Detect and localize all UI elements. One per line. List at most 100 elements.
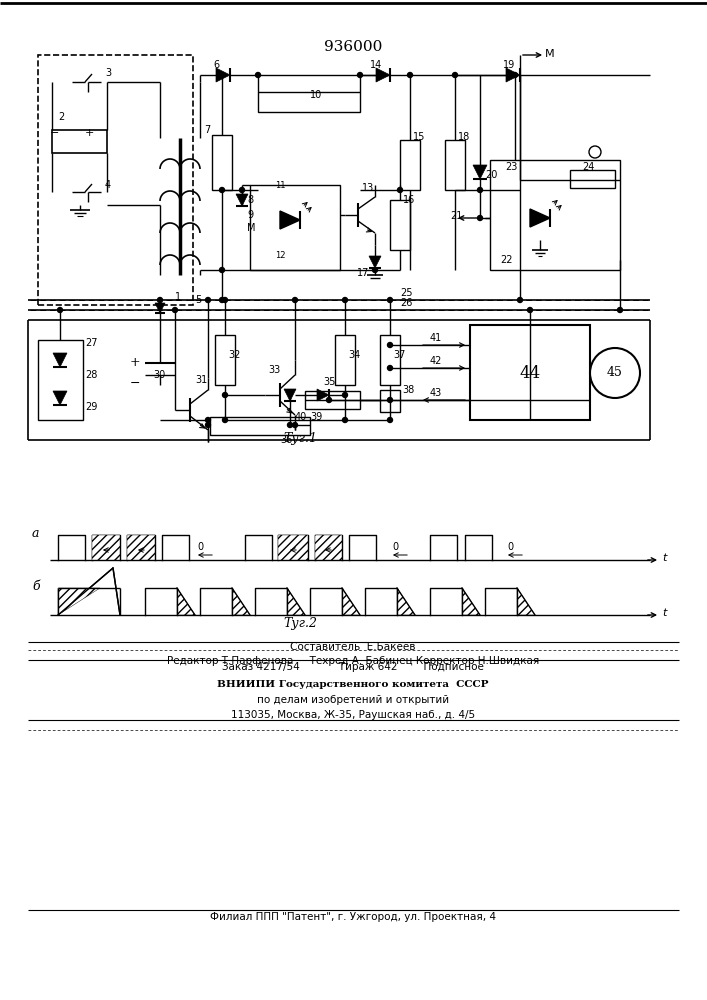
Polygon shape bbox=[397, 588, 415, 615]
Text: 11: 11 bbox=[275, 181, 286, 190]
Text: 0: 0 bbox=[392, 542, 398, 552]
Circle shape bbox=[342, 298, 348, 302]
Polygon shape bbox=[462, 588, 480, 615]
Text: 17: 17 bbox=[357, 268, 369, 278]
Text: t: t bbox=[662, 608, 667, 618]
Text: по делам изобретений и открытий: по делам изобретений и открытий bbox=[257, 695, 449, 705]
Bar bbox=[215, 335, 235, 385]
Bar bbox=[445, 140, 465, 190]
Polygon shape bbox=[92, 535, 120, 560]
Text: 27: 27 bbox=[85, 338, 98, 348]
Text: 14: 14 bbox=[370, 60, 382, 70]
Text: 3: 3 bbox=[105, 68, 111, 78]
Circle shape bbox=[327, 397, 332, 402]
Circle shape bbox=[293, 298, 298, 302]
Text: 43: 43 bbox=[430, 388, 443, 398]
Bar bbox=[250, 185, 340, 270]
Text: Τуг.1: Τуг.1 bbox=[283, 432, 317, 445]
Polygon shape bbox=[369, 256, 381, 268]
Circle shape bbox=[387, 365, 392, 370]
Bar bbox=[490, 160, 620, 270]
Circle shape bbox=[158, 298, 163, 302]
Text: 31: 31 bbox=[195, 375, 207, 385]
Text: 10: 10 bbox=[310, 90, 322, 100]
Circle shape bbox=[173, 308, 177, 312]
Text: 44: 44 bbox=[520, 364, 541, 381]
Circle shape bbox=[387, 298, 392, 302]
Text: Филиал ППП "Патент", г. Ужгород, ул. Проектная, 4: Филиал ППП "Патент", г. Ужгород, ул. Про… bbox=[210, 912, 496, 922]
Text: Редактор Т.Парфенова     Техред А. Бабинец Корректор Н.Швидкая: Редактор Т.Парфенова Техред А. Бабинец К… bbox=[167, 656, 539, 666]
Circle shape bbox=[527, 308, 532, 312]
Circle shape bbox=[387, 342, 392, 348]
Polygon shape bbox=[530, 209, 550, 227]
Polygon shape bbox=[58, 588, 100, 615]
Text: 38: 38 bbox=[402, 385, 414, 395]
Text: 20: 20 bbox=[485, 170, 498, 180]
Circle shape bbox=[617, 308, 622, 312]
Circle shape bbox=[223, 298, 228, 302]
Text: 16: 16 bbox=[403, 195, 415, 205]
Circle shape bbox=[518, 298, 522, 302]
Text: 18: 18 bbox=[458, 132, 470, 142]
Bar bbox=[38, 55, 193, 305]
Polygon shape bbox=[280, 211, 300, 229]
Text: 42: 42 bbox=[430, 356, 443, 366]
Text: 36: 36 bbox=[280, 435, 292, 445]
Text: M: M bbox=[247, 223, 255, 233]
Text: 15: 15 bbox=[413, 132, 426, 142]
Text: 9: 9 bbox=[247, 210, 253, 220]
Circle shape bbox=[342, 392, 348, 397]
Text: ВНИИПИ Государственного комитета  СССР: ВНИИПИ Государственного комитета СССР bbox=[217, 680, 489, 689]
Bar bbox=[390, 200, 410, 250]
Circle shape bbox=[219, 267, 225, 272]
Polygon shape bbox=[473, 165, 487, 179]
Polygon shape bbox=[287, 588, 305, 615]
Text: 24: 24 bbox=[582, 162, 595, 172]
Circle shape bbox=[293, 422, 298, 428]
Text: 25: 25 bbox=[400, 288, 412, 298]
Circle shape bbox=[206, 298, 211, 302]
Polygon shape bbox=[232, 588, 250, 615]
Text: 12: 12 bbox=[275, 251, 286, 260]
Text: 33: 33 bbox=[268, 365, 280, 375]
Text: 41: 41 bbox=[430, 333, 443, 343]
Circle shape bbox=[57, 308, 62, 312]
Polygon shape bbox=[376, 68, 390, 82]
Circle shape bbox=[223, 418, 228, 422]
Circle shape bbox=[206, 422, 211, 428]
Polygon shape bbox=[216, 68, 230, 82]
Bar bbox=[212, 135, 232, 190]
Text: Заказ 4217/54            Тираж 642        Подписное: Заказ 4217/54 Тираж 642 Подписное bbox=[222, 662, 484, 672]
Text: a: a bbox=[32, 527, 40, 540]
Text: 39: 39 bbox=[310, 412, 322, 422]
Bar bbox=[38, 340, 83, 420]
Bar bbox=[305, 391, 360, 409]
Ellipse shape bbox=[590, 348, 640, 398]
Polygon shape bbox=[53, 391, 67, 405]
Bar bbox=[335, 335, 355, 385]
Text: 8: 8 bbox=[247, 195, 253, 205]
Circle shape bbox=[397, 188, 402, 192]
Polygon shape bbox=[127, 535, 155, 560]
Text: 23: 23 bbox=[505, 162, 518, 172]
Text: 1: 1 bbox=[175, 292, 181, 302]
Polygon shape bbox=[317, 389, 329, 401]
Circle shape bbox=[206, 418, 211, 422]
Polygon shape bbox=[315, 535, 342, 560]
Text: 37: 37 bbox=[393, 350, 405, 360]
Bar bbox=[470, 325, 590, 420]
Polygon shape bbox=[155, 303, 165, 313]
Text: Τуг.2: Τуг.2 bbox=[283, 617, 317, 630]
Text: 35: 35 bbox=[323, 377, 335, 387]
Polygon shape bbox=[506, 68, 520, 82]
Text: M: M bbox=[545, 49, 554, 59]
Text: 19: 19 bbox=[503, 60, 515, 70]
Bar bbox=[380, 390, 400, 412]
Text: +: + bbox=[85, 128, 94, 138]
Circle shape bbox=[358, 73, 363, 78]
Polygon shape bbox=[53, 353, 67, 367]
Polygon shape bbox=[177, 588, 195, 615]
Bar bbox=[258, 92, 360, 112]
Circle shape bbox=[387, 418, 392, 422]
Text: 32: 32 bbox=[228, 350, 240, 360]
